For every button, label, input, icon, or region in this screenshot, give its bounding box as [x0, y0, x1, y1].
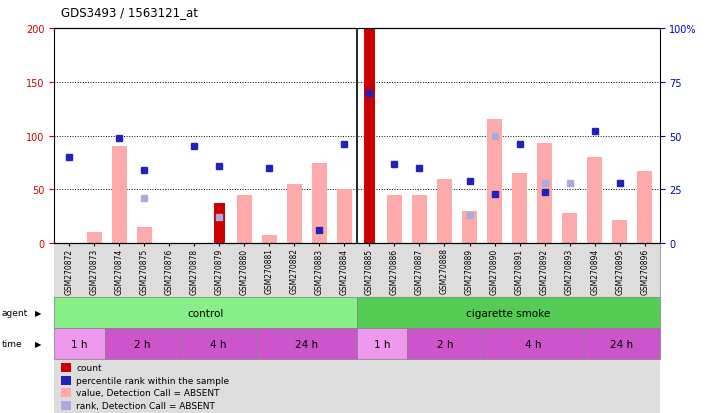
Text: 24 h: 24 h — [610, 339, 634, 349]
Text: agent: agent — [1, 309, 27, 317]
Bar — [180, 328, 256, 359]
Bar — [584, 328, 660, 359]
Bar — [112, 147, 127, 244]
Text: 24 h: 24 h — [295, 339, 318, 349]
Text: 1 h: 1 h — [374, 339, 390, 349]
Text: rank, Detection Call = ABSENT: rank, Detection Call = ABSENT — [76, 401, 216, 410]
Bar — [462, 211, 477, 244]
Bar — [637, 172, 653, 244]
Bar — [512, 174, 527, 244]
Text: percentile rank within the sample: percentile rank within the sample — [76, 376, 229, 385]
Bar — [487, 120, 502, 244]
Bar — [412, 195, 427, 244]
Text: 2 h: 2 h — [134, 339, 151, 349]
Bar — [357, 297, 660, 328]
Bar — [612, 220, 627, 244]
Text: 4 h: 4 h — [210, 339, 226, 349]
Text: 2 h: 2 h — [437, 339, 454, 349]
Bar — [87, 233, 102, 244]
Text: count: count — [76, 363, 102, 373]
Bar — [54, 244, 660, 413]
Text: value, Detection Call = ABSENT: value, Detection Call = ABSENT — [76, 388, 220, 397]
Bar — [54, 297, 357, 328]
Bar — [483, 328, 584, 359]
Bar — [137, 228, 151, 244]
Bar — [357, 328, 407, 359]
Bar — [262, 235, 277, 244]
Bar — [437, 179, 452, 244]
Text: time: time — [1, 339, 22, 348]
Bar — [364, 29, 375, 244]
Bar — [407, 328, 483, 359]
Text: 1 h: 1 h — [71, 339, 87, 349]
Text: ▶: ▶ — [35, 339, 41, 348]
Bar — [256, 328, 357, 359]
Bar — [562, 214, 577, 244]
Bar — [287, 185, 302, 244]
Text: 4 h: 4 h — [526, 339, 541, 349]
Bar — [214, 204, 224, 244]
Bar — [387, 195, 402, 244]
Bar — [105, 328, 180, 359]
Bar — [587, 158, 602, 244]
Bar — [337, 190, 352, 244]
Text: GDS3493 / 1563121_at: GDS3493 / 1563121_at — [61, 6, 198, 19]
Bar — [312, 163, 327, 244]
Bar — [54, 328, 105, 359]
Bar — [537, 144, 552, 244]
Text: ▶: ▶ — [35, 309, 41, 317]
Text: cigarette smoke: cigarette smoke — [466, 308, 550, 318]
Text: control: control — [187, 308, 224, 318]
Bar — [236, 195, 252, 244]
